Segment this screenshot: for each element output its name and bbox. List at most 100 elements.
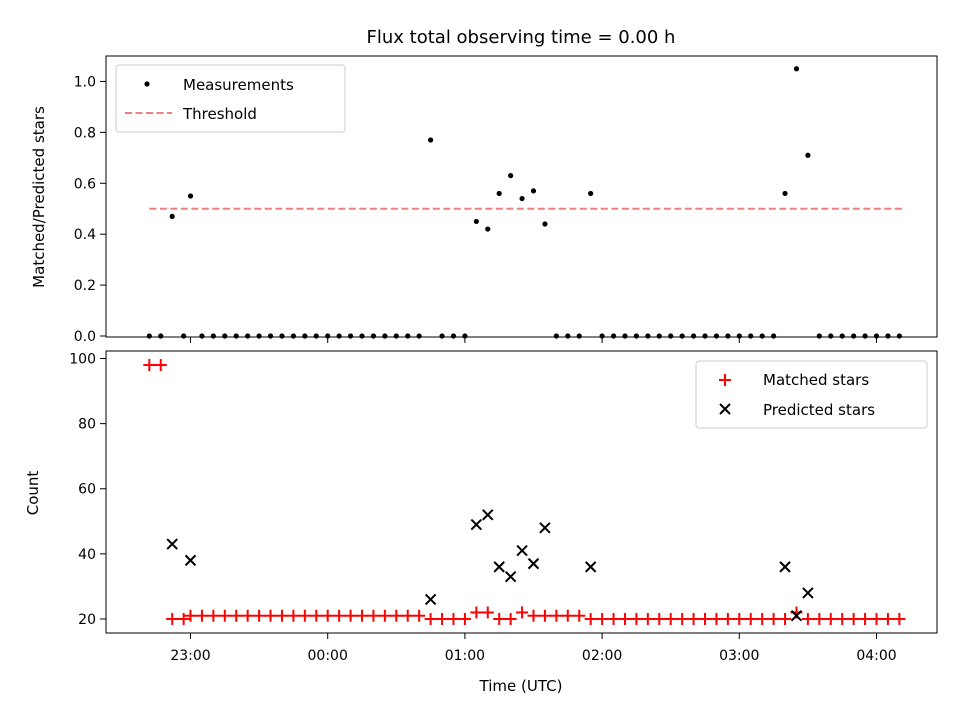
bottom-y-tick-label: 60 (78, 482, 96, 498)
predicted-star-point (504, 570, 517, 583)
measurement-point (382, 333, 388, 339)
measurement-point (279, 333, 285, 339)
measurement-point (256, 333, 262, 339)
bottom-y-tick-label: 100 (69, 352, 96, 368)
matched-star-point (401, 609, 414, 622)
x-tick-label: 00:00 (308, 648, 348, 664)
top-y-tick-label: 0.0 (74, 329, 96, 345)
measurement-point (725, 333, 731, 339)
legend-label-measurements: Measurements (183, 76, 294, 94)
matched-star-point (481, 606, 494, 619)
matched-star-point (664, 612, 677, 625)
x-tick-label: 03:00 (719, 648, 759, 664)
matched-star-point (813, 612, 826, 625)
matched-star-point (516, 606, 529, 619)
matched-star-point (230, 609, 243, 622)
matched-star-point (767, 612, 780, 625)
predicted-star-point (516, 544, 528, 557)
bottom-x-ticks: 23:00 00:00 01:00 02:00 03:00 04:00 (170, 633, 897, 664)
measurement-point (473, 218, 479, 225)
legend-marker-measurements (144, 81, 150, 87)
measurement-point (668, 333, 674, 339)
measurement-point (828, 333, 834, 339)
matched-star-point (779, 612, 792, 625)
predicted-star-point (424, 593, 437, 606)
matched-star-point (859, 612, 872, 625)
measurement-point (771, 333, 777, 339)
matched-star-point (413, 609, 426, 622)
matched-star-point (241, 609, 254, 622)
measurement-point (347, 333, 354, 339)
x-tick-label: 04:00 (856, 648, 896, 664)
predicted-star-point (802, 587, 814, 599)
matched-star-point (310, 609, 323, 622)
top-y-tick-label: 0.2 (74, 278, 96, 294)
top-y-axis-label: Matched/Predicted stars (30, 106, 48, 288)
matched-star-point (584, 612, 597, 625)
matched-star-point (264, 609, 277, 622)
measurement-point (158, 333, 164, 339)
matched-star-point (470, 606, 483, 619)
bottom-legend: Matched stars Predicted stars (695, 360, 928, 429)
legend-marker-matched (719, 374, 731, 386)
top-legend-box (115, 64, 346, 133)
measurement-point (450, 333, 457, 339)
matched-star-point (687, 612, 700, 625)
measurement-point (416, 333, 422, 339)
bottom-axes-frame (105, 350, 938, 634)
measurement-point (656, 333, 662, 339)
measurement-point (359, 333, 365, 339)
matched-star-point (721, 612, 734, 625)
matched-star-point (333, 609, 346, 622)
matched-star-point (641, 612, 654, 625)
matched-star-point (527, 609, 540, 622)
matched-star-point (653, 612, 666, 625)
measurement-point (325, 333, 331, 339)
measurement-point (336, 333, 342, 339)
matched-star-point (356, 609, 368, 622)
legend-label-threshold: Threshold (182, 105, 257, 123)
measurement-point (690, 333, 697, 339)
measurement-point (485, 226, 491, 232)
measurement-point (645, 333, 651, 339)
bottom-y-axis-label: Count (24, 471, 42, 516)
measurement-point (702, 333, 708, 339)
measurement-point (508, 173, 514, 179)
matched-star-point (870, 612, 883, 625)
measurement-point (187, 193, 194, 199)
measurement-point (633, 333, 640, 339)
matched-star-point (733, 612, 746, 625)
matched-star-point (744, 612, 757, 625)
measurement-point (245, 333, 251, 339)
measurement-point (169, 213, 175, 219)
matched-star-point (195, 609, 208, 622)
top-y-ticks: 0.0 0.2 0.4 0.6 0.8 1.0 (74, 74, 106, 345)
matched-star-point (143, 359, 156, 372)
matched-star-point (607, 612, 620, 625)
measurement-point (428, 137, 434, 143)
matched-star-point (207, 609, 220, 622)
measurement-point (679, 333, 685, 339)
measurement-point (496, 190, 502, 197)
measurement-point (816, 333, 822, 339)
measurement-point (862, 333, 868, 339)
bottom-y-tick-label: 40 (78, 547, 96, 563)
matched-star-point (447, 612, 460, 625)
matched-star-point (177, 612, 190, 625)
measurement-point (896, 333, 902, 339)
measurement-point (873, 333, 880, 339)
predicted-star-point (184, 554, 197, 567)
matched-star-point (424, 612, 437, 625)
measurement-point (885, 333, 891, 339)
predicted-star-point (482, 509, 494, 521)
matched-star-point (458, 612, 471, 625)
measurement-point (759, 333, 765, 339)
measurement-point (748, 333, 754, 339)
measurement-point (851, 333, 857, 339)
measurement-point (290, 333, 296, 339)
x-tick-label: 01:00 (445, 648, 485, 664)
measurement-point (713, 333, 720, 339)
x-axis-label: Time (UTC) (479, 677, 563, 695)
predicted-star-point (470, 518, 483, 531)
matched-star-point (893, 612, 906, 625)
